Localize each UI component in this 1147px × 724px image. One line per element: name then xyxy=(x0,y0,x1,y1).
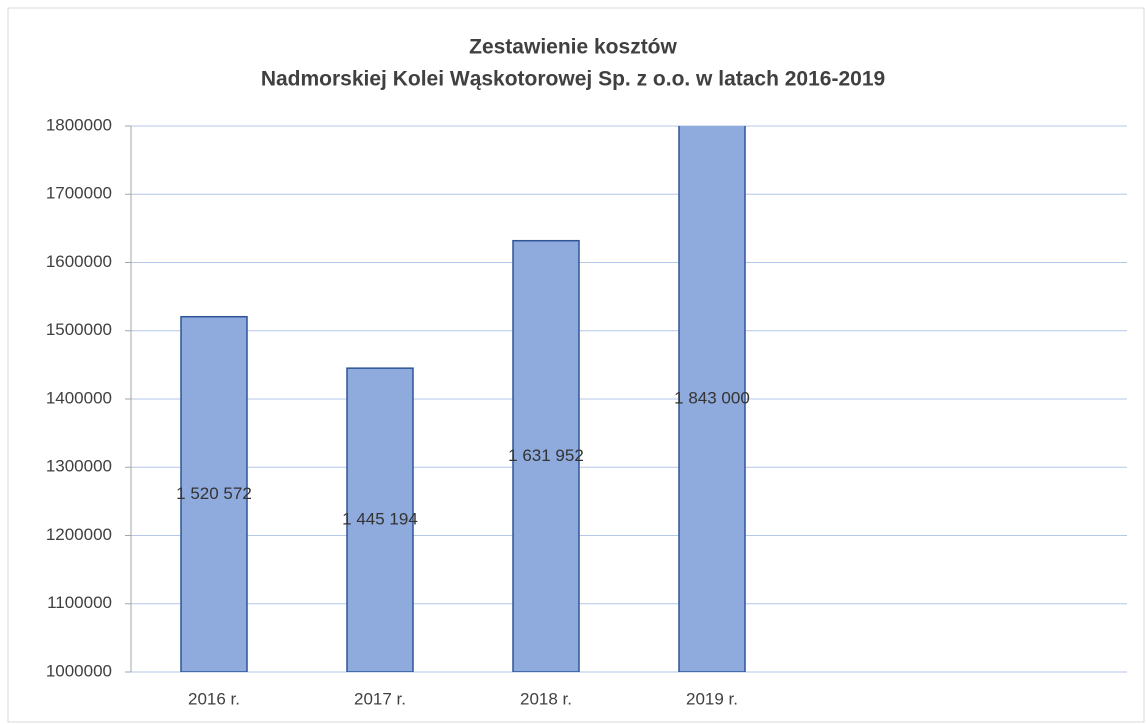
value-label: 1 843 000 xyxy=(674,388,750,407)
y-tick-label: 1200000 xyxy=(46,525,112,544)
bar xyxy=(180,315,248,672)
x-tick-label: 2019 r. xyxy=(686,689,738,708)
plot-area xyxy=(180,126,746,672)
bar xyxy=(678,126,746,672)
y-tick-label: 1100000 xyxy=(47,593,112,612)
y-tick-label: 1400000 xyxy=(46,388,112,407)
bar xyxy=(512,239,580,672)
y-tick-label: 1800000 xyxy=(46,115,112,134)
value-label: 1 520 572 xyxy=(176,484,252,503)
y-tick-label: 1300000 xyxy=(46,457,112,476)
value-label: 1 631 952 xyxy=(508,446,584,465)
y-tick-label: 1600000 xyxy=(46,252,112,271)
value-label: 1 445 194 xyxy=(342,510,418,529)
y-tick-label: 1700000 xyxy=(46,184,112,203)
x-tick-label: 2017 r. xyxy=(354,689,406,708)
chart-title: Nadmorskiej Kolei Wąskotorowej Sp. z o.o… xyxy=(261,68,885,91)
y-tick-label: 1000000 xyxy=(46,661,112,680)
chart-title: Zestawienie kosztów xyxy=(469,36,677,59)
y-tick-label: 1500000 xyxy=(46,320,112,339)
bar xyxy=(346,367,414,672)
x-tick-label: 2018 r. xyxy=(520,689,572,708)
x-tick-label: 2016 r. xyxy=(188,689,240,708)
